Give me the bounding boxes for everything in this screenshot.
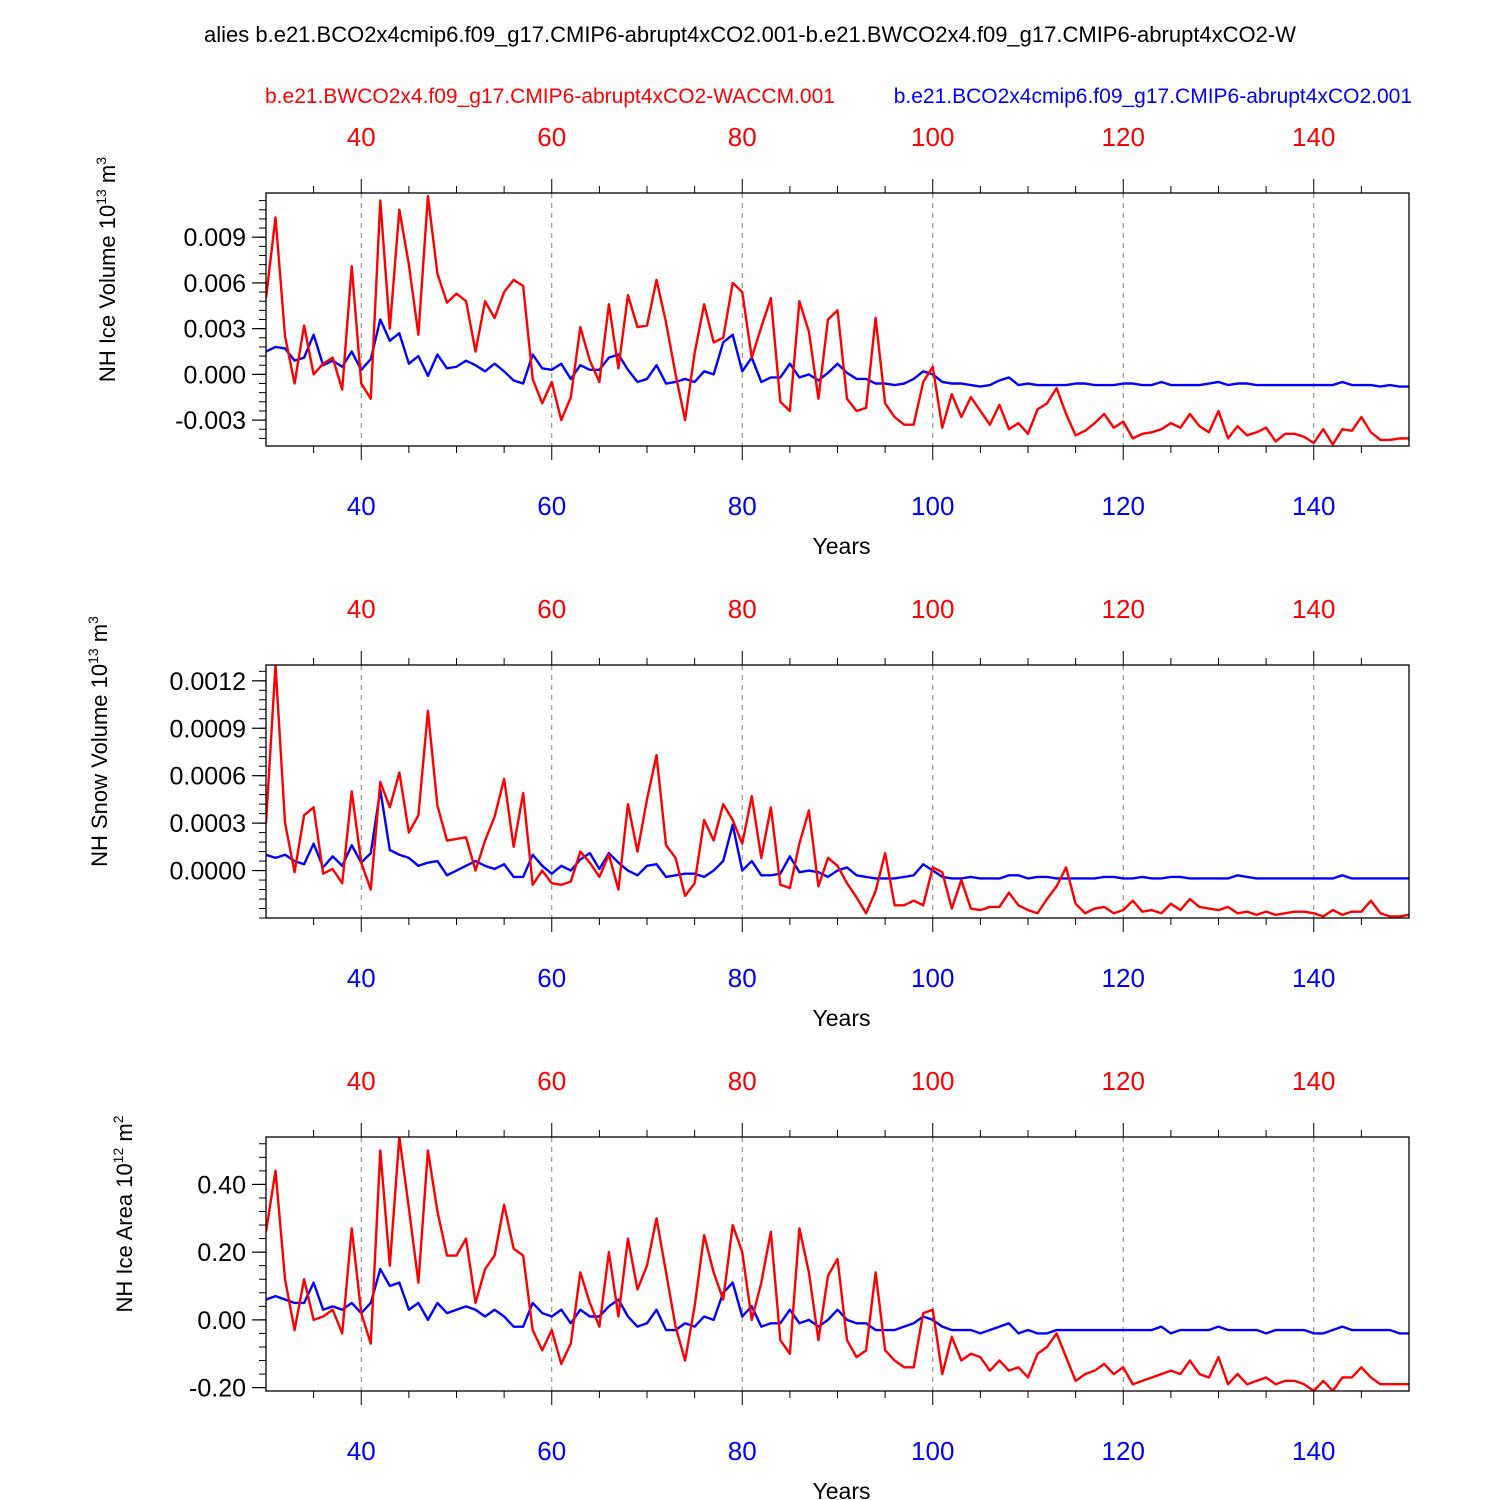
x-bottom-tick-label: 100 (911, 491, 954, 521)
x-top-tick-label: 80 (728, 1066, 757, 1096)
x-top-tick-label: 40 (347, 1066, 376, 1096)
panels-group: -0.0030.0000.0030.0060.00940406060808010… (85, 122, 1410, 1500)
y-tick-label: 0.003 (183, 316, 246, 344)
x-bottom-tick-label: 40 (347, 491, 376, 521)
y-tick-label: 0.0009 (170, 715, 246, 743)
y-tick-label: -0.003 (175, 407, 246, 435)
x-bottom-tick-label: 140 (1292, 491, 1335, 521)
x-top-tick-label: 60 (537, 594, 566, 624)
y-axis-label-unit: m (87, 624, 112, 648)
y-axis-label-text: NH Snow Volume 10 (87, 664, 112, 867)
y-tick-label: 0.006 (183, 270, 246, 298)
x-top-tick-label: 80 (728, 594, 757, 624)
x-axis-label: Years (813, 1005, 871, 1031)
series-line-blue (266, 1267, 1409, 1335)
y-axis-label-unit: m (112, 1123, 137, 1147)
y-tick-label: 0.0003 (170, 810, 246, 838)
x-bottom-tick-label: 80 (728, 491, 757, 521)
x-bottom-tick-label: 120 (1102, 1436, 1145, 1466)
x-top-tick-label: 80 (728, 122, 757, 152)
x-top-tick-label: 120 (1102, 1066, 1145, 1096)
y-axis-label: NH Ice Volume 1013 m3 (93, 157, 120, 382)
x-top-tick-label: 60 (537, 122, 566, 152)
panel-1: -0.003 0.000 0.003 0.006 0.009 40 40 60 60 80 80 10… (93, 122, 1410, 559)
y-axis-label-text: NH Ice Volume 10 (95, 205, 120, 382)
x-bottom-tick-label: 80 (728, 1436, 757, 1466)
x-bottom-tick-label: 60 (537, 963, 566, 993)
y-axis-label-unit-exponent: 3 (85, 616, 101, 624)
panel-3: -0.20 0.00 0.20 0.40 40 40 60 60 80 80 100 100 120 12… (110, 1066, 1410, 1500)
y-tick-label: 0.009 (183, 224, 246, 252)
x-top-tick-label: 140 (1292, 122, 1335, 152)
x-bottom-tick-label: 40 (347, 1436, 376, 1466)
x-bottom-tick-label: 120 (1102, 963, 1145, 993)
legend-blue-model: b.e21.BCO2x4cmip6.f09_g17.CMIP6-abrupt4x… (894, 85, 1412, 108)
x-bottom-tick-label: 60 (537, 491, 566, 521)
y-tick-label: 0.00 (197, 1307, 246, 1335)
y-axis-label-unit-exponent: 3 (93, 157, 109, 165)
y-axis-label-unit-exponent: 2 (110, 1115, 126, 1123)
x-bottom-tick-label: 100 (911, 963, 954, 993)
series-line-red (266, 665, 1409, 918)
y-axis-label: NH Ice Area 1012 m2 (110, 1115, 137, 1312)
series-line-red (266, 194, 1409, 446)
y-tick-label: 0.0000 (170, 858, 246, 886)
y-axis-label-exponent: 13 (85, 648, 101, 664)
x-axis-label: Years (813, 533, 871, 559)
series-line-blue (266, 318, 1409, 388)
y-tick-label: 0.20 (197, 1239, 246, 1267)
x-axis-label: Years (813, 1478, 871, 1500)
y-tick-label: -0.20 (189, 1375, 246, 1403)
x-bottom-tick-label: 120 (1102, 491, 1145, 521)
legend-red-model: b.e21.BWCO2x4.f09_g17.CMIP6-abrupt4xCO2-… (265, 85, 835, 108)
y-axis-label-exponent: 13 (93, 189, 109, 205)
y-axis-label-text: NH Ice Area 10 (112, 1163, 137, 1312)
x-top-tick-label: 100 (911, 1066, 954, 1096)
panel-2: 0.0000 0.0003 0.0006 0.0009 0.0012 40 40 60 60 80… (85, 594, 1410, 1031)
x-bottom-tick-label: 100 (911, 1436, 954, 1466)
series-line-red (266, 1137, 1409, 1391)
x-top-tick-label: 100 (911, 122, 954, 152)
x-top-tick-label: 120 (1102, 122, 1145, 152)
y-axis-label: NH Snow Volume 1013 m3 (85, 616, 112, 867)
x-top-tick-label: 60 (537, 1066, 566, 1096)
x-bottom-tick-label: 60 (537, 1436, 566, 1466)
x-top-tick-label: 120 (1102, 594, 1145, 624)
x-bottom-tick-label: 140 (1292, 1436, 1335, 1466)
plot-frame (265, 664, 1410, 919)
y-axis-label-exponent: 12 (110, 1148, 126, 1164)
x-bottom-tick-label: 40 (347, 963, 376, 993)
x-top-tick-label: 140 (1292, 594, 1335, 624)
y-tick-label: 0.000 (183, 361, 246, 389)
y-axis-label-unit: m (95, 165, 120, 189)
x-bottom-tick-label: 140 (1292, 963, 1335, 993)
y-tick-label: 0.40 (197, 1171, 246, 1199)
plot-frame (265, 192, 1410, 447)
y-tick-label: 0.0006 (170, 763, 246, 791)
figure-title: alies b.e21.BCO2x4cmip6.f09_g17.CMIP6-ab… (204, 22, 1296, 47)
plot-frame (265, 1136, 1410, 1392)
x-bottom-tick-label: 80 (728, 963, 757, 993)
series-line-blue (266, 788, 1409, 880)
y-tick-label: 0.0012 (170, 668, 246, 696)
x-top-tick-label: 40 (347, 594, 376, 624)
x-top-tick-label: 40 (347, 122, 376, 152)
x-top-tick-label: 100 (911, 594, 954, 624)
x-top-tick-label: 140 (1292, 1066, 1335, 1096)
